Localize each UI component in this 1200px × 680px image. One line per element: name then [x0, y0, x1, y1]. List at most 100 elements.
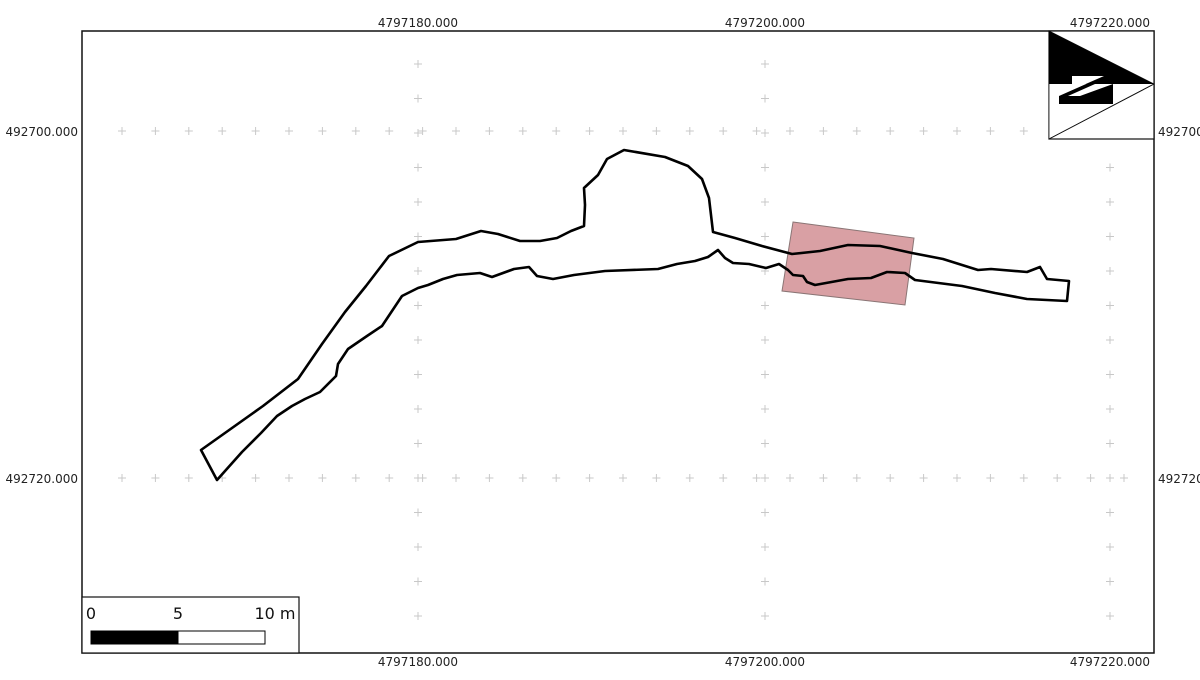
north-arrow — [1048, 30, 1155, 140]
north-arrow-n-glyph — [1059, 68, 1113, 104]
grid-cross — [552, 127, 561, 135]
grid-cross — [761, 439, 769, 448]
grid-cross — [414, 232, 422, 241]
grid-cross — [1106, 508, 1114, 517]
grid-cross — [719, 474, 728, 482]
grid-cross — [414, 129, 422, 137]
grid-cross — [118, 474, 126, 482]
grid-cross — [886, 127, 895, 135]
map-frame — [81, 30, 1155, 654]
top-coord-label-1: 4797180.000 — [378, 16, 458, 30]
grid-cross — [919, 127, 928, 135]
grid-cross — [761, 405, 769, 413]
scale-label-0: 0 — [86, 604, 96, 623]
grid-cross — [1106, 474, 1114, 482]
grid-cross — [619, 474, 627, 482]
grid-cross — [1019, 127, 1028, 135]
grid-cross — [986, 127, 995, 135]
grid-cross — [919, 474, 928, 482]
grid-cross — [1106, 301, 1114, 310]
top-coord-label-2: 4797200.000 — [725, 16, 805, 30]
grid-cross — [414, 94, 422, 103]
grid-cross — [761, 163, 769, 172]
scale-bar-dark-segment — [90, 630, 179, 645]
grid-cross — [414, 60, 422, 68]
grid-cross — [251, 474, 260, 482]
grid-cross — [414, 267, 422, 275]
grid-cross — [986, 474, 995, 482]
right-coord-label-2: 492720 — [1158, 472, 1200, 486]
grid-cross — [285, 474, 293, 482]
grid-cross — [1106, 198, 1114, 206]
grid-cross — [318, 127, 327, 135]
grid-cross — [761, 370, 769, 379]
scale-bar: 0 5 10 m — [81, 596, 300, 654]
grid-cross — [852, 127, 861, 135]
grid-cross — [752, 474, 761, 482]
grid-cross — [285, 127, 293, 135]
grid-cross — [761, 129, 769, 137]
bottom-coord-label-3: 4797220.000 — [1070, 655, 1150, 669]
scale-bar-light-segment — [177, 630, 266, 645]
grid-cross — [414, 336, 422, 344]
left-coord-label-2: 492720.000 — [5, 472, 78, 486]
grid-cross — [761, 94, 769, 103]
grid-cross — [414, 198, 422, 206]
grid-cross — [1106, 577, 1114, 586]
grid-cross — [761, 543, 769, 551]
grid-cross — [351, 127, 360, 135]
grid-cross — [552, 474, 561, 482]
grid-cross — [1106, 267, 1114, 275]
grid-cross — [1106, 370, 1114, 379]
grid-cross — [1106, 612, 1114, 620]
grid-cross — [953, 127, 961, 135]
grid-cross — [414, 163, 422, 172]
grid-cross — [652, 127, 661, 135]
grid-cross — [351, 474, 360, 482]
grid-cross — [1053, 474, 1062, 482]
grid-cross — [719, 127, 728, 135]
grid-crosses — [118, 60, 1128, 620]
grid-cross — [761, 232, 769, 241]
grid-cross — [218, 127, 227, 135]
grid-cross — [1106, 405, 1114, 413]
north-arrow-edge — [1048, 83, 1155, 140]
grid-cross — [1120, 474, 1128, 482]
grid-cross — [761, 336, 769, 344]
grid-cross — [886, 474, 895, 482]
grid-cross — [414, 439, 422, 448]
grid-cross — [118, 127, 126, 135]
grid-cross — [1086, 474, 1095, 482]
cave-outline-trace[interactable] — [199, 148, 1071, 482]
grid-cross — [485, 474, 494, 482]
grid-cross — [318, 474, 327, 482]
grid-cross — [1106, 232, 1114, 241]
grid-cross — [852, 474, 861, 482]
grid-cross — [518, 127, 527, 135]
grid-cross — [752, 127, 761, 135]
grid-cross — [585, 474, 594, 482]
grid-cross — [414, 405, 422, 413]
grid-cross — [385, 127, 394, 135]
grid-cross — [761, 301, 769, 310]
top-coord-label-3: 4797220.000 — [1070, 16, 1150, 30]
grid-cross — [761, 474, 769, 482]
grid-cross — [452, 127, 460, 135]
grid-cross — [151, 127, 160, 135]
scale-label-5: 5 — [173, 604, 183, 623]
grid-cross — [652, 474, 661, 482]
grid-cross — [414, 370, 422, 379]
grid-cross — [786, 474, 794, 482]
grid-cross — [685, 474, 694, 482]
grid-cross — [414, 577, 422, 586]
grid-cross — [619, 127, 627, 135]
grid-cross — [685, 127, 694, 135]
grid-cross — [414, 543, 422, 551]
right-coord-label-1: 492700 — [1158, 125, 1200, 139]
grid-cross — [485, 127, 494, 135]
grid-cross — [1106, 439, 1114, 448]
grid-cross — [786, 127, 794, 135]
grid-cross — [953, 474, 961, 482]
grid-cross — [414, 301, 422, 310]
